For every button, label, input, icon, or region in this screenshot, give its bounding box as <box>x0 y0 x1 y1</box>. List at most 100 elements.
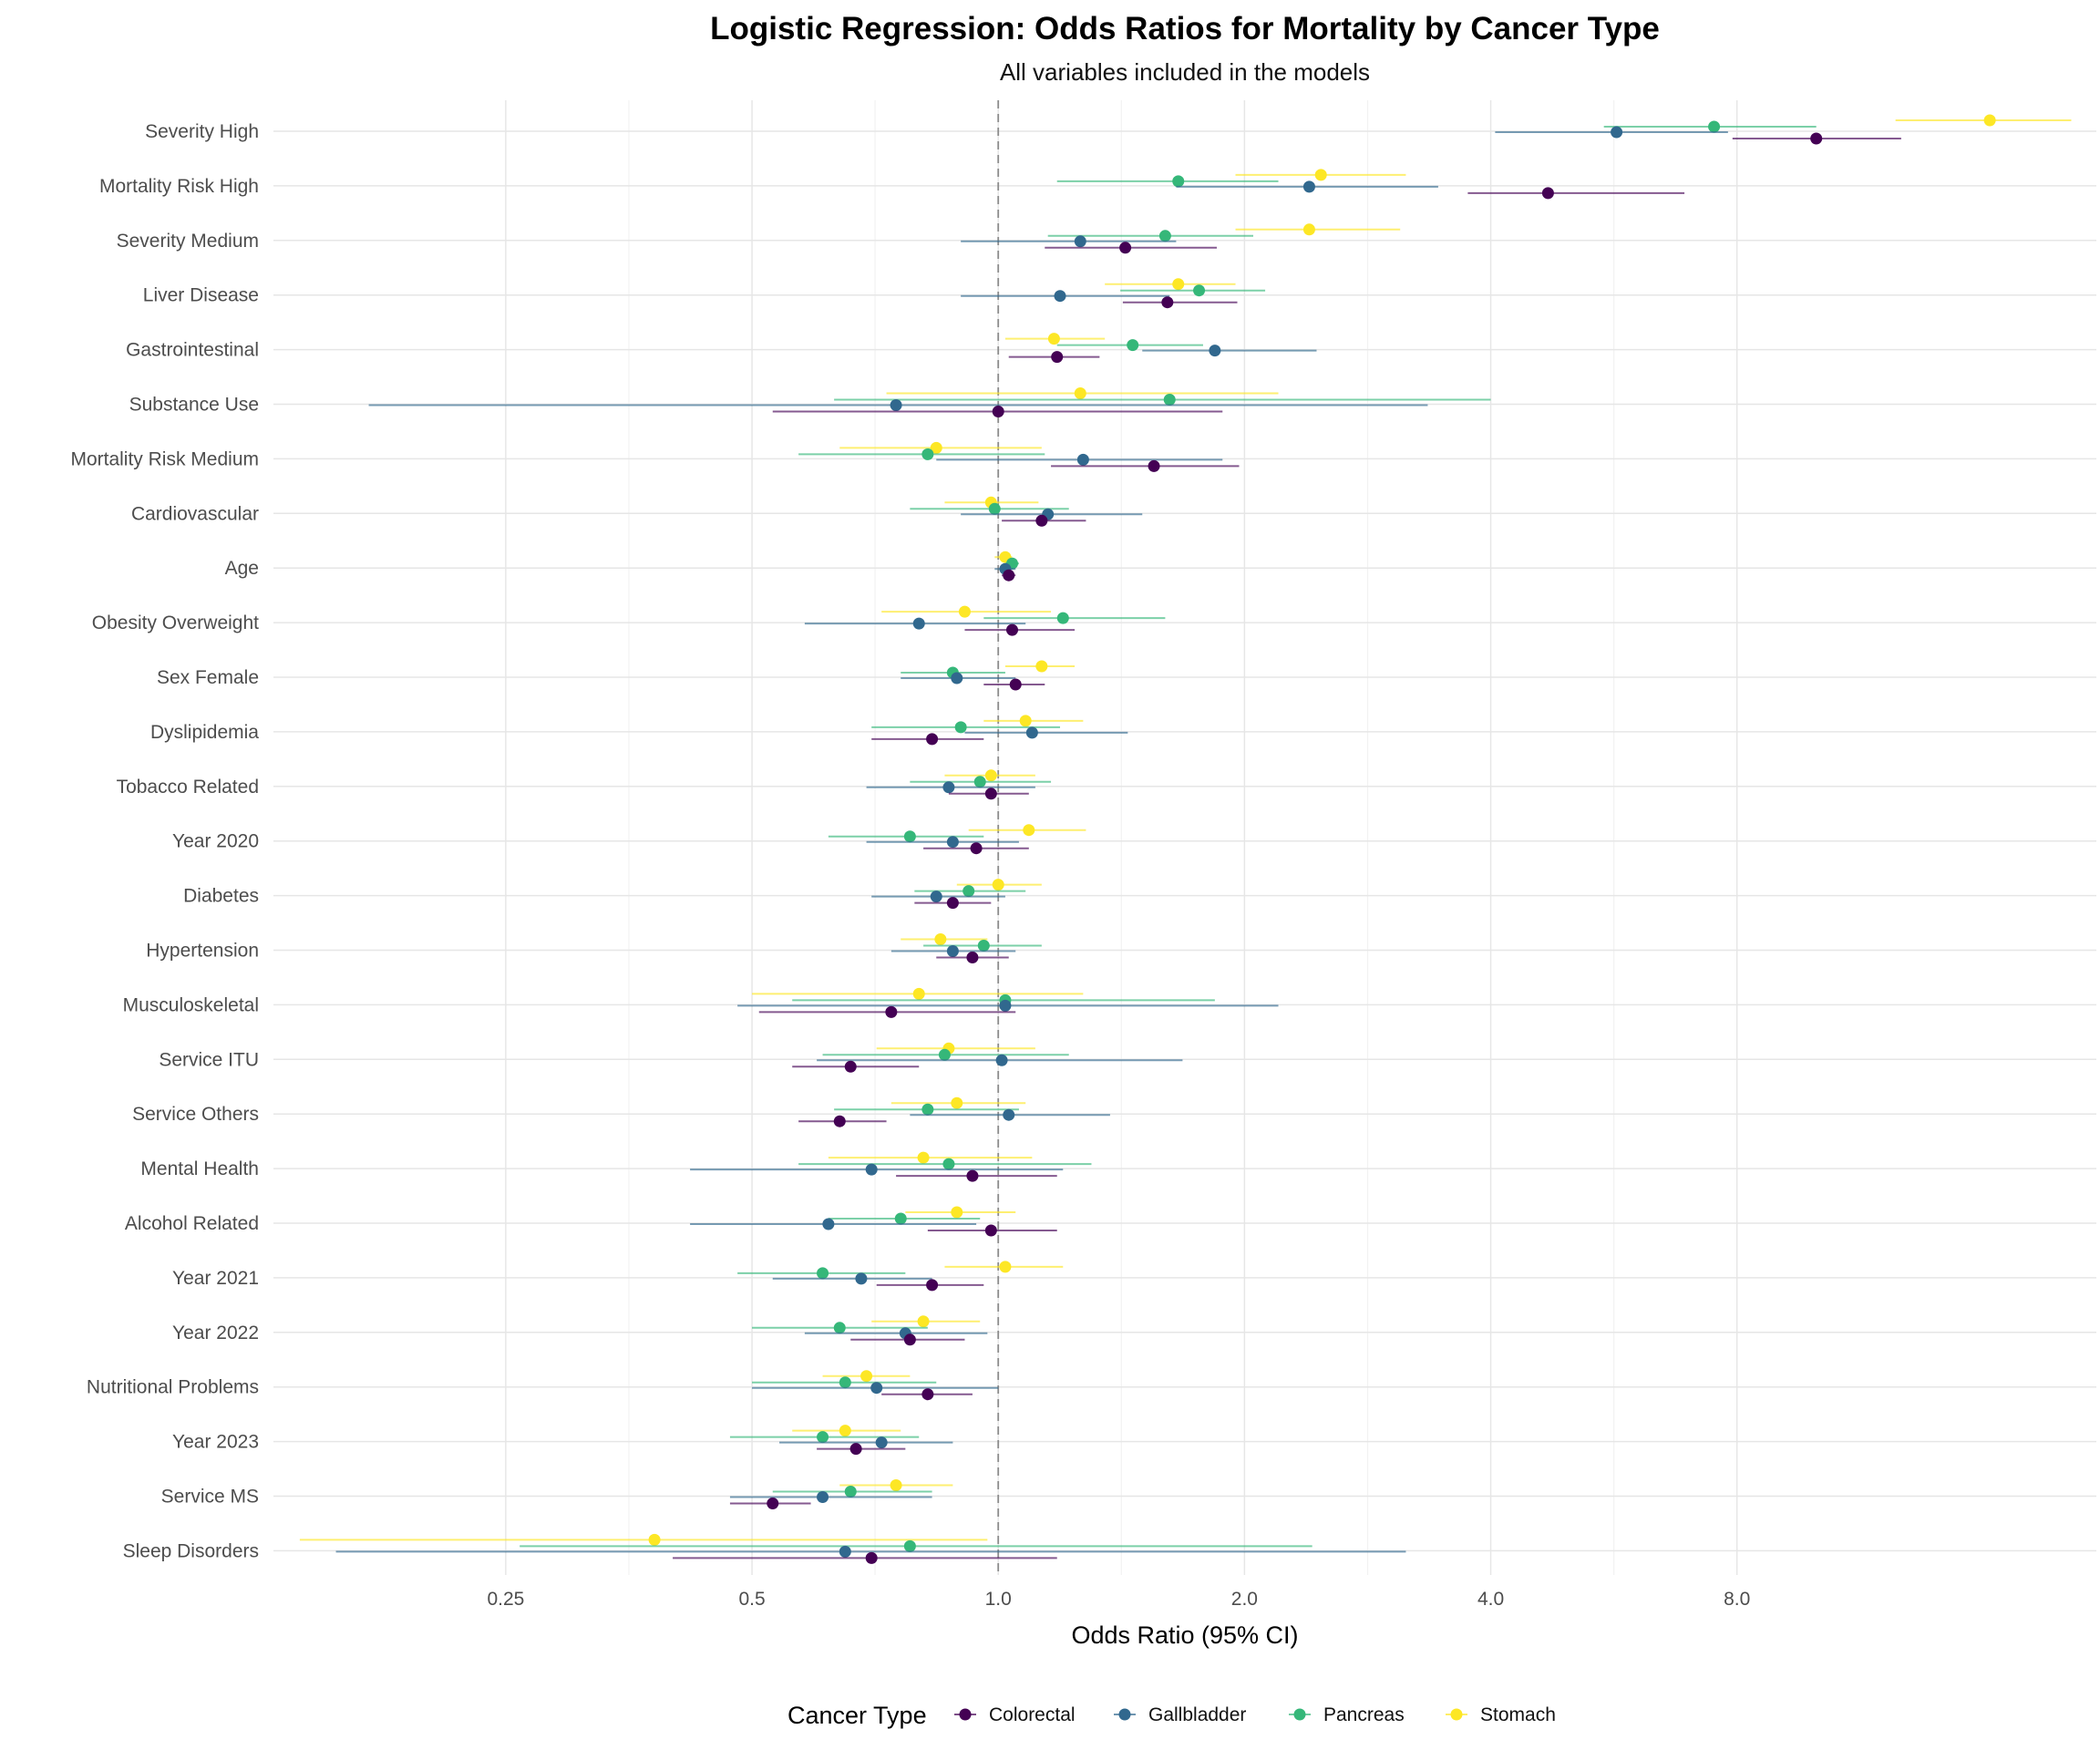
point-estimate <box>1019 715 1032 727</box>
point-estimate <box>894 1212 907 1225</box>
point-estimate <box>934 933 947 945</box>
point-estimate <box>1127 339 1139 352</box>
point-estimate <box>903 1539 916 1552</box>
y-tick-label: Sex Female <box>157 667 259 688</box>
legend-item-pancreas: Pancreas <box>1289 1704 1405 1725</box>
legend-key-point <box>1118 1708 1131 1721</box>
y-tick-label: Mental Health <box>140 1158 259 1179</box>
point-estimate <box>973 776 986 788</box>
point-estimate <box>890 1479 902 1491</box>
point-estimate <box>870 1382 883 1395</box>
point-estimate <box>648 1533 661 1546</box>
point-estimate <box>1005 623 1018 636</box>
y-tick-label: Service Others <box>132 1104 259 1125</box>
point-estimate <box>833 1322 846 1334</box>
point-estimate <box>890 399 902 411</box>
point-estimate <box>966 952 979 963</box>
legend-label: Colorectal <box>989 1704 1076 1725</box>
point-estimate <box>1708 120 1721 133</box>
point-estimate <box>849 1443 862 1456</box>
point-estimate <box>875 1436 888 1449</box>
point-estimate <box>1163 394 1176 406</box>
point-estimate <box>1054 290 1066 303</box>
point-estimate <box>1314 169 1327 181</box>
y-tick-label: Year 2021 <box>172 1268 259 1289</box>
point-estimate <box>1209 345 1221 357</box>
point-estimate <box>865 1551 878 1564</box>
point-estimate <box>1148 459 1160 472</box>
legend-item-colorectal: Colorectal <box>954 1704 1076 1725</box>
legend-label: Gallbladder <box>1148 1704 1246 1725</box>
point-estimate <box>921 1388 934 1401</box>
point-estimate <box>1074 235 1086 248</box>
y-axis-labels: Severity High Mortality Risk High Severity… <box>70 121 259 1561</box>
y-tick-label: Musculoskeletal <box>123 994 259 1015</box>
point-estimate <box>912 617 925 630</box>
point-estimate <box>1302 180 1315 193</box>
legend-item-stomach: Stomach <box>1446 1704 1556 1725</box>
x-tick-label: 0.5 <box>738 1589 765 1610</box>
point-estimate <box>930 441 942 454</box>
y-tick-label: Nutritional Problems <box>87 1377 259 1398</box>
y-tick-label: Year 2023 <box>172 1432 259 1453</box>
point-estimate <box>970 842 983 855</box>
point-estimate <box>946 945 959 957</box>
x-axis-ticks: 0.25 0.5 1.0 2.0 4.0 8.0 <box>487 1589 1750 1610</box>
point-estimate <box>817 1267 829 1280</box>
point-estimate <box>1119 242 1132 254</box>
y-tick-label: Mortality Risk High <box>99 176 259 197</box>
point-estimate <box>1302 223 1315 236</box>
point-estimate <box>962 885 975 898</box>
legend-title: Cancer Type <box>788 1702 927 1729</box>
point-estimate <box>984 788 997 800</box>
point-estimate <box>999 999 1012 1012</box>
point-estimate <box>930 890 942 903</box>
point-estimate <box>966 1169 979 1182</box>
point-estimate <box>817 1431 829 1444</box>
y-tick-label: Diabetes <box>183 886 259 907</box>
y-tick-label: Service ITU <box>159 1049 259 1070</box>
y-tick-label: Dyslipidemia <box>150 722 259 743</box>
point-estimate <box>1051 351 1064 364</box>
legend-key-point <box>959 1708 972 1721</box>
y-tick-label: Cardiovascular <box>131 503 259 524</box>
point-estimate <box>1047 333 1060 345</box>
point-estimate <box>995 1054 1008 1066</box>
point-estimate <box>999 1261 1012 1273</box>
point-estimate <box>992 406 1004 417</box>
series-colorectal <box>673 132 1901 1564</box>
series-gallbladder <box>335 126 1728 1558</box>
y-tick-label: Substance Use <box>129 395 259 416</box>
y-tick-label: Service MS <box>161 1487 259 1508</box>
point-estimate <box>1035 514 1048 527</box>
point-estimate <box>951 1206 963 1219</box>
point-estimate <box>833 1115 846 1127</box>
point-estimate <box>839 1425 851 1437</box>
legend: Cancer Type Colorectal Gallbladder Pancrea… <box>788 1702 1556 1729</box>
point-estimate <box>822 1218 835 1230</box>
point-estimate <box>988 502 1001 515</box>
x-axis-title: Odds Ratio (95% CI) <box>1071 1621 1298 1649</box>
point-estimate <box>1009 678 1022 691</box>
point-estimate <box>903 830 916 843</box>
point-estimate <box>1158 230 1171 242</box>
y-tick-label: Obesity Overweight <box>92 612 259 633</box>
point-estimate <box>839 1376 851 1389</box>
y-tick-label: Hypertension <box>146 941 259 962</box>
legend-item-gallbladder: Gallbladder <box>1114 1704 1246 1725</box>
point-estimate <box>1193 284 1206 297</box>
point-estimate <box>958 605 971 618</box>
point-estimate <box>817 1491 829 1503</box>
point-estimate <box>938 1048 951 1061</box>
point-estimate <box>1172 278 1185 291</box>
legend-key-point <box>1450 1708 1463 1721</box>
y-tick-label: Alcohol Related <box>125 1213 259 1234</box>
point-estimate <box>1023 824 1035 837</box>
point-estimate <box>903 1333 916 1346</box>
chart-subtitle: All variables included in the models <box>1000 58 1370 86</box>
point-estimate <box>942 1158 955 1170</box>
series-pancreas <box>520 120 1817 1552</box>
point-estimate <box>926 1279 939 1292</box>
point-estimate <box>1025 726 1038 739</box>
